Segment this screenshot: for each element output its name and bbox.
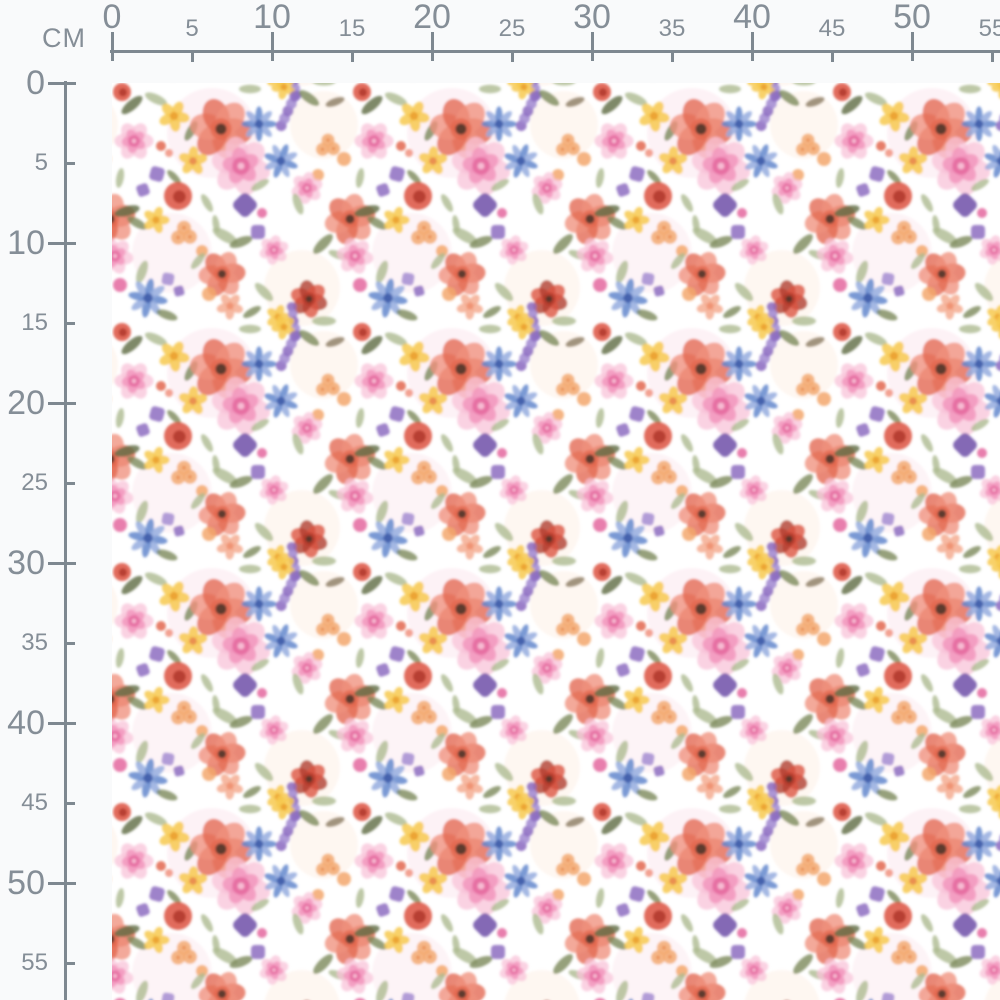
ruler-tick xyxy=(910,32,914,61)
ruler-tick xyxy=(110,32,114,61)
ruler-tick-label: 55 xyxy=(21,949,48,976)
ruler-tick xyxy=(990,50,994,62)
ruler-tick xyxy=(64,641,75,645)
ruler-tick xyxy=(64,801,75,805)
ruler-tick-label: 10 xyxy=(7,224,45,262)
ruler-tick-label: 35 xyxy=(21,629,48,656)
ruler-tick xyxy=(48,81,76,85)
ruler-tick xyxy=(48,881,76,885)
ruler-tick xyxy=(64,961,75,965)
ruler-tick-label: 40 xyxy=(733,0,771,36)
ruler-tick-label: 50 xyxy=(893,0,931,36)
ruler-tick-label: 30 xyxy=(7,544,45,582)
ruler-tick-label: 45 xyxy=(818,15,846,42)
ruler-tick-label: 5 xyxy=(34,149,48,176)
top-ruler-line xyxy=(110,50,1000,53)
ruler-tick xyxy=(510,50,514,62)
ruler-tick-label: 0 xyxy=(26,64,45,102)
ruler-tick xyxy=(48,241,76,245)
ruler-tick xyxy=(350,50,354,62)
ruler-tick-label: 10 xyxy=(253,0,291,36)
ruler-tick xyxy=(48,721,76,725)
ruler-tick xyxy=(190,50,194,62)
ruler-tick xyxy=(670,50,674,62)
ruler-tick-label: 25 xyxy=(498,15,526,42)
left-ruler-line xyxy=(64,81,67,1000)
fabric-swatch[interactable] xyxy=(112,83,1000,1000)
floral-pattern-svg xyxy=(112,83,1000,1000)
ruler-tick-label: 40 xyxy=(7,704,45,742)
ruler-tick xyxy=(270,32,274,61)
ruler-tick-label: 5 xyxy=(185,15,199,42)
ruler-tick-label: 15 xyxy=(21,309,48,336)
ruler-tick xyxy=(48,561,76,565)
ruler-tick-label: 30 xyxy=(573,0,611,36)
ruler-tick-label: 45 xyxy=(21,789,48,816)
ruler-tick xyxy=(64,321,75,325)
ruler-tick xyxy=(64,161,75,165)
ruler-tick-label: 15 xyxy=(338,15,366,42)
ruler-tick-label: 20 xyxy=(413,0,451,36)
ruler-tick xyxy=(590,32,594,61)
ruler-tick-label: 55 xyxy=(978,15,1000,42)
ruler-tick-label: 35 xyxy=(658,15,686,42)
ruler-tick xyxy=(64,481,75,485)
ruler-tick xyxy=(830,50,834,62)
ruler-tick xyxy=(48,401,76,405)
ruler-tick xyxy=(430,32,434,61)
ruler-tick-label: 25 xyxy=(21,469,48,496)
ruler-tick-label: 50 xyxy=(7,864,45,902)
ruler-tick-label: 20 xyxy=(7,384,45,422)
ruler-tick xyxy=(750,32,754,61)
ruler-tick-label: 0 xyxy=(102,0,122,36)
cm-unit-label: CM xyxy=(42,23,86,53)
